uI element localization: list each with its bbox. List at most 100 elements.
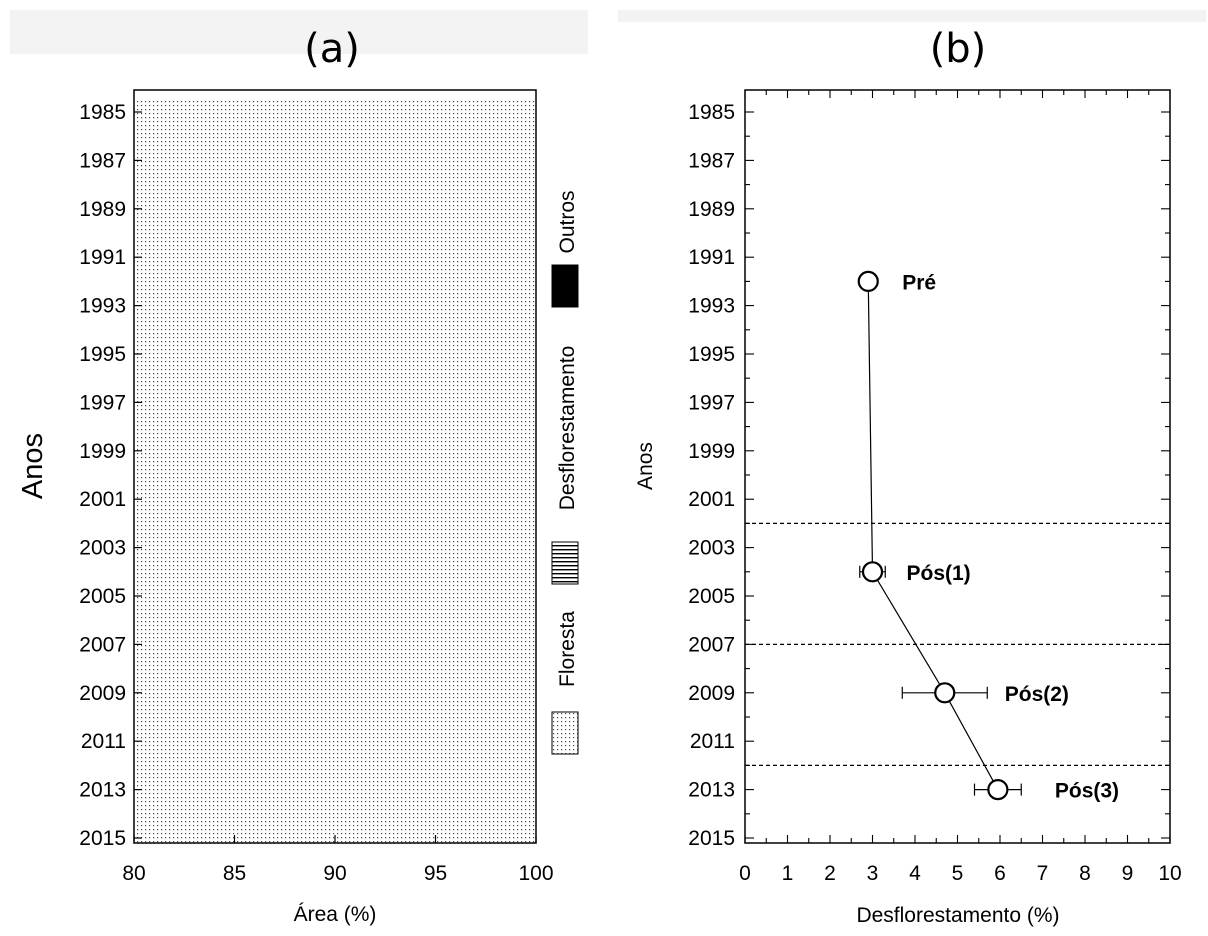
y-tick-label: 2003	[79, 537, 126, 560]
bar-floresta-1991	[134, 245, 536, 270]
y-tick-label: 1985	[79, 101, 126, 124]
x-tick-label: 100	[518, 862, 553, 885]
panel-a: (a) 1985 1987 1989 1991 1993 1995 1997 1999 2001…	[17, 26, 579, 926]
bar-floresta-2000	[134, 462, 536, 488]
y-tick-label: 2001	[688, 488, 735, 511]
y-tick-label: 2009	[688, 682, 735, 705]
x-tick-label: 6	[994, 862, 1006, 885]
x-tick-label: 2	[824, 862, 836, 885]
bar-floresta-1985	[134, 99, 536, 125]
bar-floresta-2014	[134, 801, 536, 826]
data-point	[857, 270, 879, 292]
legend-swatch-outros	[551, 264, 579, 308]
bar-floresta-1994	[134, 317, 536, 342]
bar-floresta-1996	[134, 366, 536, 391]
panel-b-frame	[744, 89, 1171, 844]
bar-floresta-2006	[134, 608, 536, 633]
y-tick-label: 2011	[81, 730, 126, 753]
panel-a-y-axis-label: Anos	[17, 433, 49, 499]
panel-a-x-ticks: 80 85 90 95 100	[122, 835, 554, 885]
bar-floresta-2002	[134, 511, 536, 536]
x-tick-label: 1	[782, 862, 794, 885]
panel-b: (b) 198519871989199119931995199719992001…	[634, 26, 1182, 927]
bar-floresta-2012	[134, 753, 536, 778]
data-point	[934, 682, 956, 704]
legend-swatch-desflorestamento	[551, 541, 579, 585]
panel-a-y-ticks: 1985 1987 1989 1991 1993 1995 1997 1999 2001 2003…	[79, 101, 142, 850]
x-tick-label: 80	[122, 862, 145, 885]
y-tick-label: 2005	[688, 585, 735, 608]
panel-a-legend: Outros Desflorestamento Floresta	[551, 190, 579, 755]
panel-a-x-axis-label: Área (%)	[294, 903, 377, 926]
bar-floresta-2003	[134, 535, 536, 560]
panel-b-y-ticks: 1985 1987 1989 1991 1993 1995 1997 1999 2001 2003…	[688, 101, 1170, 850]
bar-floresta-1986	[134, 124, 536, 149]
y-tick-label: 1995	[79, 343, 126, 366]
y-tick-label: 1991	[79, 246, 126, 269]
bar-floresta-2008	[134, 656, 536, 681]
x-tick-label: 7	[1037, 862, 1049, 885]
x-tick-label: 9	[1122, 862, 1134, 885]
legend-label-floresta: Floresta	[556, 611, 579, 687]
y-tick-label: 2003	[688, 537, 735, 560]
panel-b-x-axis-label: Desflorestamento (%)	[856, 904, 1059, 927]
y-tick-label: 2001	[79, 488, 126, 511]
panel-b-series: Pré Pós(1) Pós(2) Pós(3)	[857, 270, 1119, 803]
x-tick-label: 0	[739, 862, 751, 885]
y-tick-label: 2013	[688, 779, 735, 802]
panel-b-x-ticks: 0 1 2 3 4 5 6 7 8 9 10	[739, 90, 1182, 885]
x-tick-label: 10	[1158, 862, 1181, 885]
y-tick-label: 1999	[688, 440, 735, 463]
panel-a-header-bg	[10, 10, 588, 54]
x-tick-label: 90	[323, 862, 346, 885]
legend-label-desflorestamento: Desflorestamento	[556, 346, 579, 511]
panel-b-header-bg	[618, 10, 1206, 22]
x-tick-label: 95	[424, 862, 447, 885]
x-tick-label: 3	[867, 862, 879, 885]
bar-floresta-2011	[134, 729, 536, 754]
y-tick-label: 1999	[79, 440, 126, 463]
panel-b-period-dividers	[745, 522, 1170, 767]
point-label: Pós(1)	[907, 562, 971, 585]
y-tick-label: 2007	[688, 633, 735, 656]
x-tick-label: 5	[952, 862, 964, 885]
y-tick-label: 2011	[690, 730, 735, 753]
x-tick-label: 85	[223, 862, 246, 885]
y-tick-label: 2009	[79, 682, 126, 705]
bar-floresta-2007	[134, 632, 536, 657]
panel-a-label: (a)	[304, 26, 360, 72]
point-label: Pré	[902, 271, 936, 294]
bar-floresta-1989	[134, 196, 536, 221]
y-tick-label: 1993	[688, 295, 735, 318]
bar-floresta-2009	[134, 680, 536, 705]
y-tick-label: 1997	[688, 391, 735, 414]
panel-a-bars	[134, 99, 536, 843]
bar-floresta-2001	[134, 487, 536, 512]
legend-label-outros: Outros	[556, 190, 579, 253]
point-label: Pós(3)	[1055, 780, 1119, 803]
panel-b-y-axis-label: Anos	[634, 442, 657, 490]
bar-floresta-1997	[134, 390, 536, 415]
series-line	[867, 281, 999, 790]
bar-floresta-2010	[134, 704, 536, 730]
y-tick-label: 1993	[79, 295, 126, 318]
bar-floresta-2013	[134, 777, 536, 802]
bar-floresta-1987	[134, 148, 536, 173]
data-point	[861, 561, 884, 583]
bar-floresta-1999	[134, 438, 536, 463]
x-tick-label: 4	[909, 862, 921, 885]
data-point	[987, 778, 1009, 801]
bar-floresta-1993	[134, 293, 536, 318]
bar-floresta-1995	[134, 341, 536, 367]
panel-b-label: (b)	[930, 26, 987, 72]
y-tick-label: 2015	[79, 827, 126, 850]
y-tick-label: 1987	[79, 149, 126, 172]
y-tick-label: 2007	[79, 633, 126, 656]
bar-floresta-2004	[134, 559, 536, 584]
bar-floresta-1992	[134, 269, 536, 294]
y-tick-label: 1985	[688, 101, 735, 124]
legend-swatch-floresta	[551, 711, 579, 755]
y-tick-label: 1989	[688, 198, 735, 221]
x-tick-label: 8	[1079, 862, 1091, 885]
